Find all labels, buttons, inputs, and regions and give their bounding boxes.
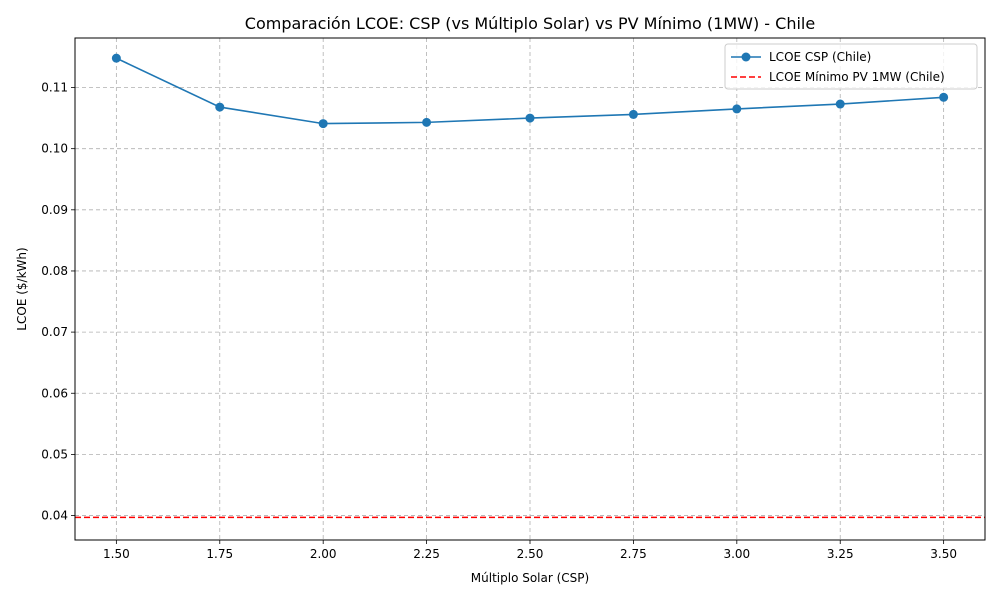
legend-label-pv: LCOE Mínimo PV 1MW (Chile): [769, 70, 945, 84]
x-axis: 1.50 1.75 2.00 2.25 2.50 2.75 3.00 3.25 3.50: [103, 540, 957, 561]
legend-label-csp: LCOE CSP (Chile): [769, 50, 871, 64]
y-tick-label: 0.07: [41, 325, 68, 339]
x-tick-label: 2.50: [517, 547, 544, 561]
x-tick-label: 2.25: [413, 547, 440, 561]
legend: LCOE CSP (Chile) LCOE Mínimo PV 1MW (Chi…: [724, 43, 978, 90]
y-tick-label: 0.09: [41, 203, 68, 217]
csp-data-point: [835, 99, 845, 109]
x-tick-label: 1.75: [206, 547, 233, 561]
y-tick-label: 0.06: [41, 386, 68, 400]
x-tick-label: 2.00: [310, 547, 337, 561]
x-axis-label: Múltiplo Solar (CSP): [471, 571, 589, 585]
x-tick-label: 3.50: [930, 547, 957, 561]
x-tick-label: 3.00: [723, 547, 750, 561]
y-tick-label: 0.11: [41, 81, 68, 95]
y-tick-label: 0.04: [41, 509, 68, 523]
y-tick-label: 0.05: [41, 447, 68, 461]
y-tick-label: 0.10: [41, 142, 68, 156]
y-axis: 0.04 0.05 0.06 0.07 0.08 0.09 0.10 0.11: [41, 81, 75, 523]
x-tick-label: 1.50: [103, 547, 130, 561]
csp-data-point: [422, 117, 432, 127]
csp-data-point: [318, 119, 328, 129]
csp-data-point: [628, 109, 638, 119]
legend-box: [724, 43, 978, 90]
x-tick-label: 2.75: [620, 547, 647, 561]
csp-data-point: [732, 104, 742, 114]
legend-marker-csp: [741, 52, 751, 62]
csp-data-point: [939, 92, 949, 102]
csp-data-point: [111, 53, 121, 63]
csp-data-point: [215, 102, 225, 112]
series: [111, 53, 949, 129]
y-tick-label: 0.08: [41, 264, 68, 278]
chart-title: Comparación LCOE: CSP (vs Múltiplo Solar…: [245, 14, 815, 33]
y-axis-label: LCOE ($/kWh): [15, 247, 29, 330]
csp-data-point: [525, 113, 535, 123]
x-tick-label: 3.25: [827, 547, 854, 561]
